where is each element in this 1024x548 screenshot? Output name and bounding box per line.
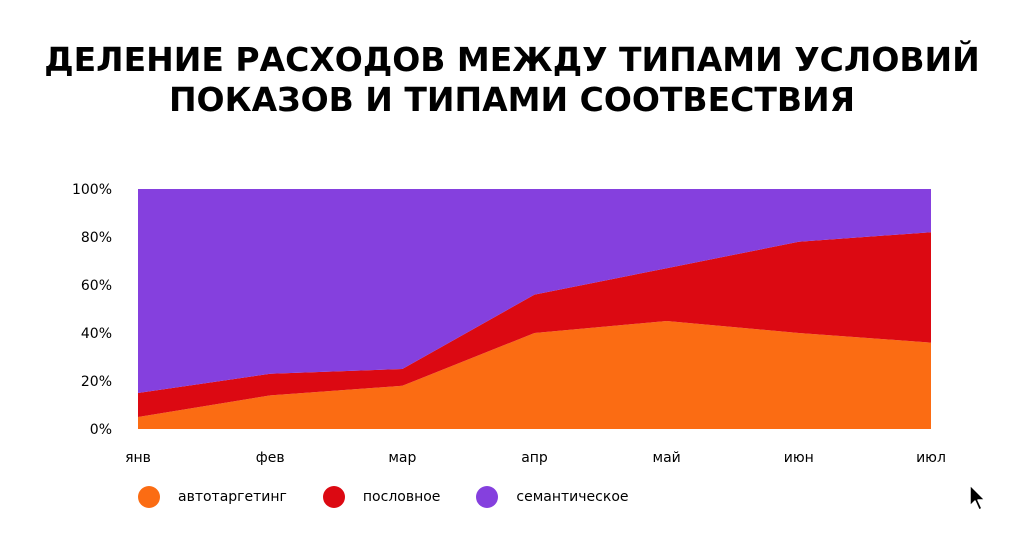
cursor-arrow-icon: [969, 484, 986, 511]
legend-swatch-auto: [138, 486, 160, 508]
area-semantic: [138, 189, 931, 393]
legend-label-phrase: пословное: [362, 489, 441, 505]
y-tick-label: 60%: [81, 278, 112, 294]
legend-label-auto: автотаргетинг: [178, 489, 287, 505]
x-tick-label: мар: [388, 450, 416, 466]
legend-label-semantic: семантическое: [516, 489, 629, 505]
y-tick-label: 20%: [81, 374, 112, 390]
y-tick-label: 100%: [72, 182, 112, 198]
legend-item-auto: автотаргетинг: [138, 486, 287, 508]
legend-swatch-phrase: [322, 486, 345, 508]
x-tick-label: июл: [916, 450, 946, 466]
chart-title: ДЕЛЕНИЕ РАСХОДОВ МЕЖДУ ТИПАМИ УСЛОВИЙ ПО…: [0, 40, 1024, 120]
x-tick-label: янв: [125, 450, 151, 466]
legend-item-phrase: пословное: [322, 486, 441, 508]
x-tick-label: июн: [784, 450, 814, 466]
area-auto: [138, 321, 931, 429]
y-tick-label: 40%: [81, 326, 112, 342]
area-phrase: [138, 232, 931, 417]
y-tick-label: 80%: [81, 230, 112, 246]
chart-title-line-2: ПОКАЗОВ И ТИПАМИ СООТВЕСТВИЯ: [168, 80, 856, 119]
legend-item-semantic: семантическое: [476, 486, 629, 508]
legend: автотаргетинг пословное семантическое: [138, 486, 665, 508]
x-tick-label: фев: [256, 450, 285, 466]
x-tick-label: май: [653, 450, 681, 466]
chart-title-line-1: ДЕЛЕНИЕ РАСХОДОВ МЕЖДУ ТИПАМИ УСЛОВИЙ: [44, 40, 980, 79]
x-tick-label: апр: [521, 450, 548, 466]
legend-swatch-semantic: [476, 486, 499, 508]
y-tick-label: 0%: [90, 422, 112, 438]
